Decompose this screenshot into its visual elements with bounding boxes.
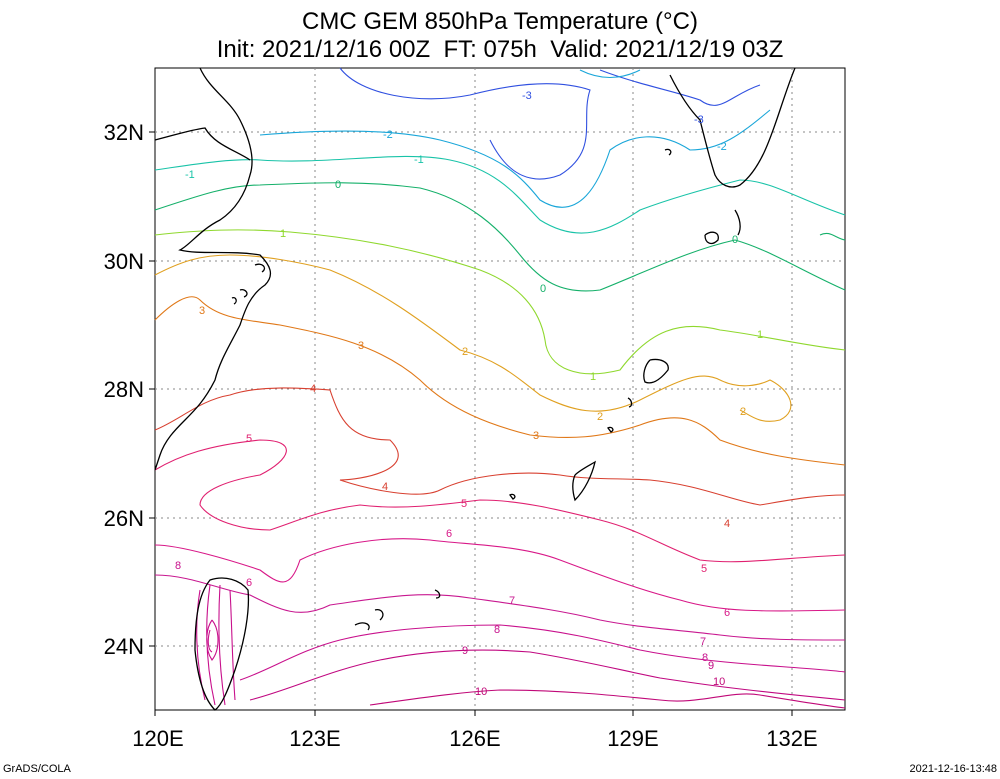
contour-label: 2 [740,406,746,418]
contour-label: 2 [462,346,468,358]
contour-8 [239,624,846,681]
contour-0 [154,182,846,292]
contour-label: 4 [724,518,730,530]
lat-label: 24N [104,634,144,659]
grid-lines [155,68,845,710]
lon-label: 132E [766,726,817,751]
map-title: CMC GEM 850hPa Temperature (°C) [302,8,698,35]
zhoushan-islands [231,263,266,305]
lat-label: 28N [104,377,144,402]
contour-label: 0 [732,234,738,246]
lon-label: 129E [607,726,658,751]
contour-label: 9 [708,660,714,672]
contour-label: 2 [597,411,603,423]
lon-label: 123E [289,726,340,751]
contour-label: 4 [310,383,316,395]
contour-labels: -3 -3 -2 -2 -1 -1 0 0 0 1 1 1 2 2 2 3 3 … [175,90,763,698]
small-island-4 [664,148,672,156]
lat-label: 32N [104,120,144,145]
contour-label: 8 [702,652,708,664]
contour-label: -1 [414,154,424,166]
contour-label: 5 [701,563,707,575]
contour-label: 10 [713,676,725,688]
contour-9 [249,649,846,701]
contour-label: -1 [185,169,195,181]
contour-label: 7 [509,595,515,607]
contour-label: 3 [199,305,205,317]
contour-label: -3 [522,90,532,102]
lat-axis-labels: 24N 26N 28N 30N 32N [104,120,144,659]
contour-4 [154,387,846,506]
small-island-2 [607,426,614,433]
contour-6 [154,538,846,612]
contour-5 [154,439,846,563]
contour-label: 8 [494,624,500,636]
lat-label: 26N [104,506,144,531]
contour-label: 6 [724,607,730,619]
contour-label: -2 [383,129,393,141]
taiwan-island [194,577,250,711]
contour-3 [154,296,846,466]
contour-label: 5 [461,498,467,510]
axis-ticks [149,131,793,716]
china-coast-north [154,127,251,161]
contour-label: 1 [590,371,596,383]
contour-label: 6 [446,528,452,540]
coastlines [154,67,796,711]
contour-minus1 [154,155,846,234]
contour-label: 10 [475,686,487,698]
contour-label: 7 [700,636,706,648]
contour-1 [154,229,846,375]
contour-label: 0 [540,283,546,295]
contour-label: 9 [462,645,468,657]
lon-label: 120E [132,726,183,751]
contour-label: 1 [757,329,763,341]
lon-label: 126E [449,726,500,751]
contour-7 [154,574,846,641]
lon-axis-labels: 120E 123E 126E 129E 132E [132,726,817,751]
contour-label: 8 [175,560,181,572]
contour-label: 5 [246,433,252,445]
footer-credit: GrADS/COLA [3,763,71,775]
yakushima [704,231,719,245]
contour-taiwan [196,584,236,706]
contour-minus2 [259,69,771,208]
small-island-3 [627,397,633,408]
footer-timestamp: 2021-12-16-13:48 [909,763,997,775]
contour-label: -3 [694,114,704,126]
tanegashima [734,209,741,236]
lat-label: 30N [104,249,144,274]
contour-label: 3 [533,430,539,442]
contour-label: 6 [246,577,252,589]
contour-label: 0 [335,179,341,191]
kyushu-coast [669,67,796,188]
okinawa-island [572,460,596,502]
contour-label: 4 [382,481,388,493]
china-coast [154,67,272,471]
contour-2 [154,254,792,422]
contour-label: -2 [717,141,727,153]
ryukyu-amami [643,358,669,384]
small-island-1 [509,493,516,500]
contour-label: 3 [358,340,364,352]
temperature-contours [154,67,846,709]
contour-10 [369,689,846,709]
contour-label: 1 [280,228,286,240]
map-subtitle: Init: 2021/12/16 00Z FT: 075h Valid: 202… [216,36,784,63]
sakishima-islands [354,589,441,631]
contour-minus3 [339,67,761,180]
